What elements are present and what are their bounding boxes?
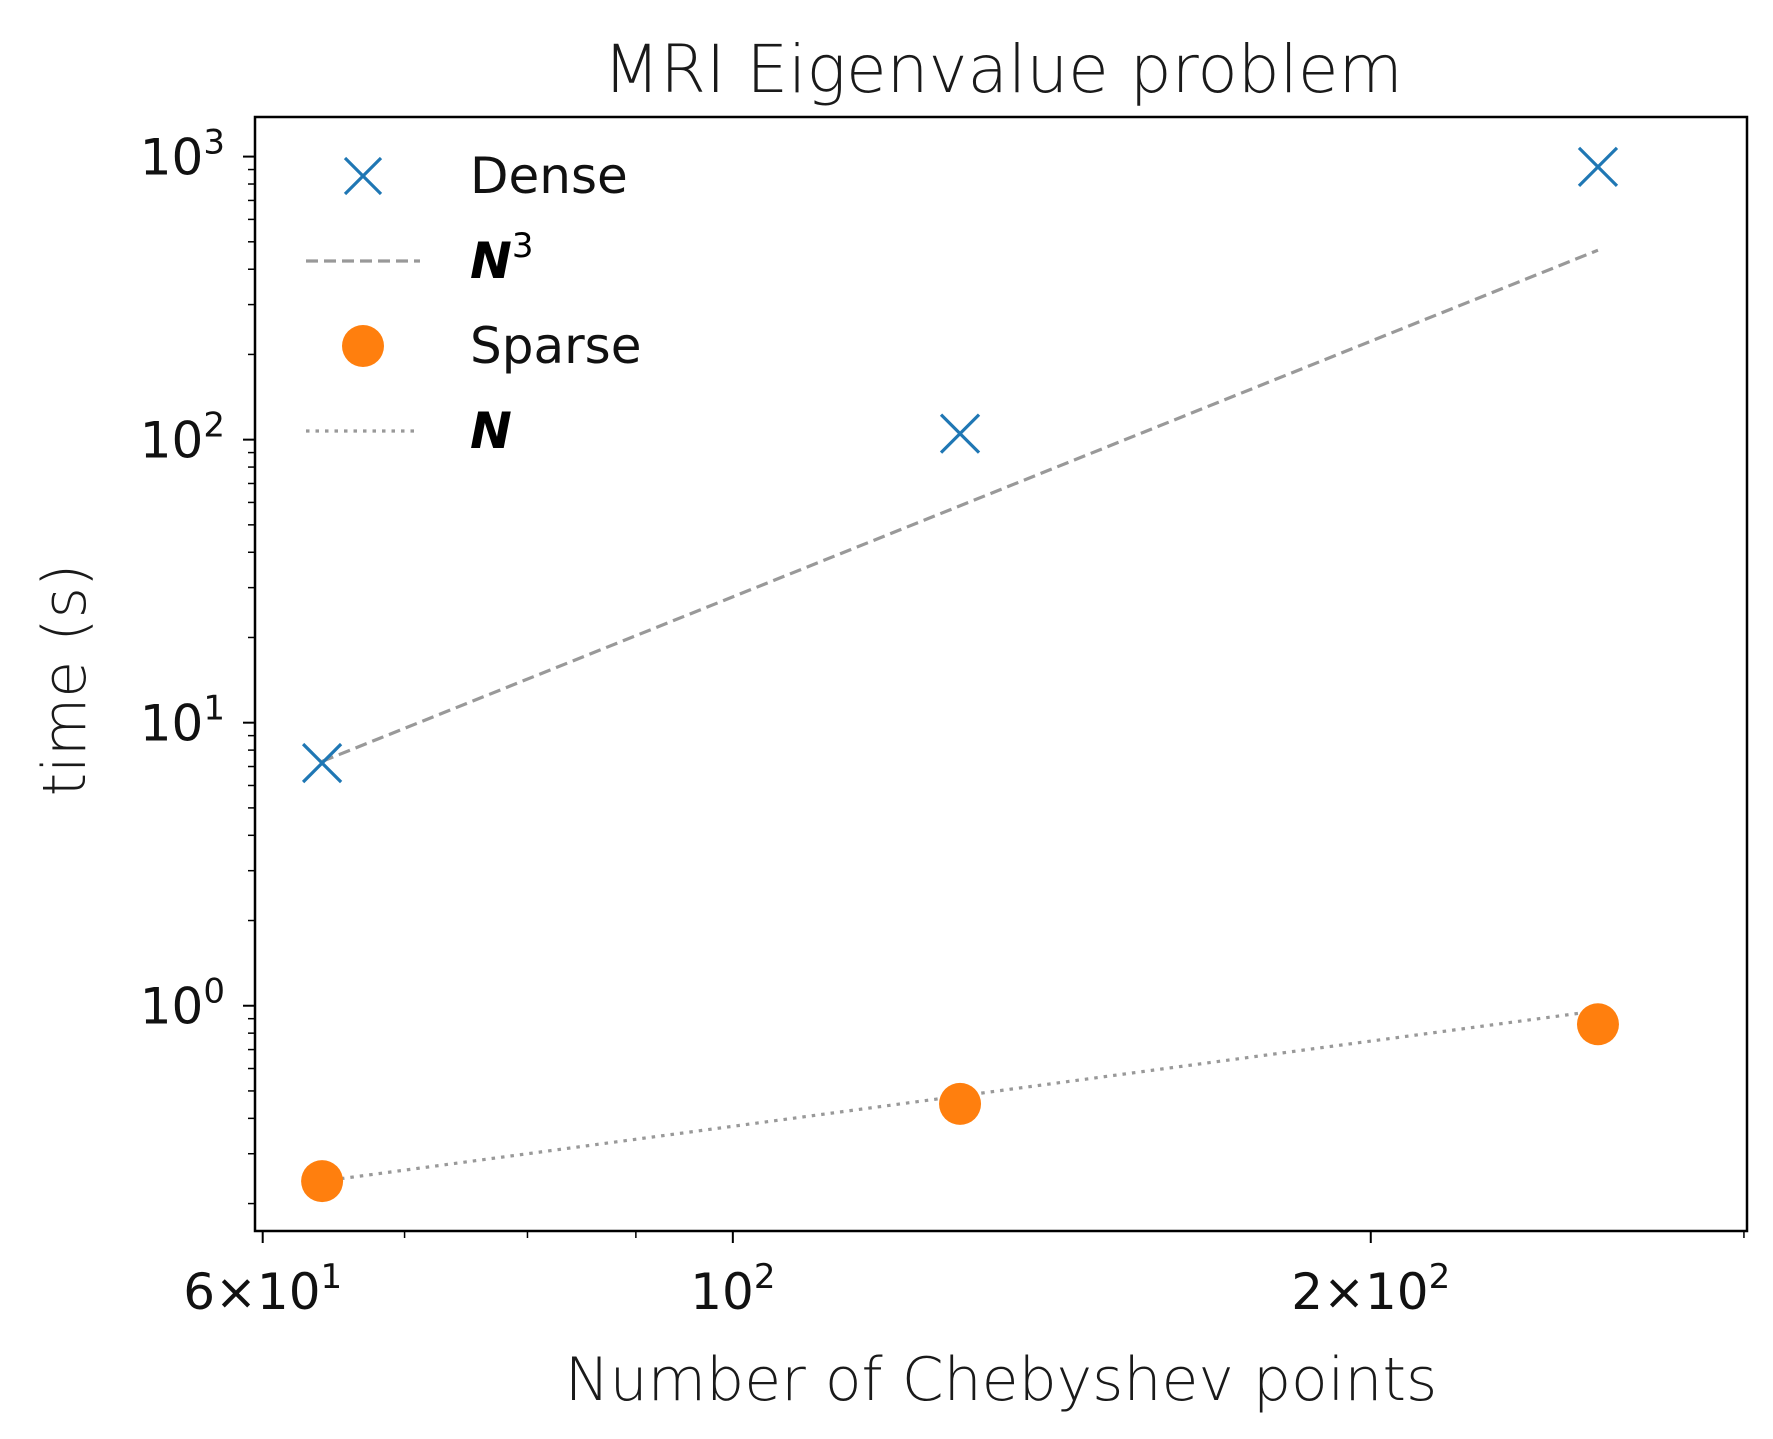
x-axis-label: Number of Chebyshev points [565,1345,1438,1415]
n3-trend-line [321,248,1599,763]
plot-frame [253,115,1749,1233]
legend-label: N3 [470,226,534,290]
dense-point-stroke [301,742,343,784]
dense-point-stroke [939,413,981,454]
y-tick-label: 101 [140,689,225,753]
legend-entry: Sparse [342,317,641,375]
y-axis-label: time (s) [30,564,100,797]
dense-point [939,413,981,454]
sparse-point [1576,1003,1619,1046]
legend-entry: Dense [343,147,628,205]
legend-sparse-marker [342,325,384,367]
dense-point [301,742,343,784]
series-layer [301,146,1619,1203]
sparse-point [301,1160,344,1203]
x-tick-label: 6×101 [183,1257,342,1321]
x-tick-label: 2×102 [1291,1257,1450,1321]
y-tick-label: 103 [140,123,225,187]
legend-label: Sparse [470,317,641,375]
plot-area [253,115,1749,1233]
y-tick-label: 100 [140,972,225,1036]
legend-dense-marker [343,156,383,196]
legend-entry: N [306,402,512,460]
legend-entry: N3 [306,226,534,290]
x-tick-label: 102 [690,1257,775,1321]
sparse-point [939,1082,982,1125]
dense-point-stroke [1577,146,1619,187]
legend-label: Dense [470,147,628,205]
x-axis-ticks: 6×101 102 2×102 [183,1231,1745,1321]
y-axis-ticks: 100 101 102 103 [140,123,255,1205]
chart-title: MRI Eigenvalue problem [603,31,1403,108]
y-tick-label: 102 [140,406,225,470]
legend-label: N [470,402,512,460]
dense-point [1577,146,1619,187]
legend: Dense N3 Sparse N [306,147,641,460]
